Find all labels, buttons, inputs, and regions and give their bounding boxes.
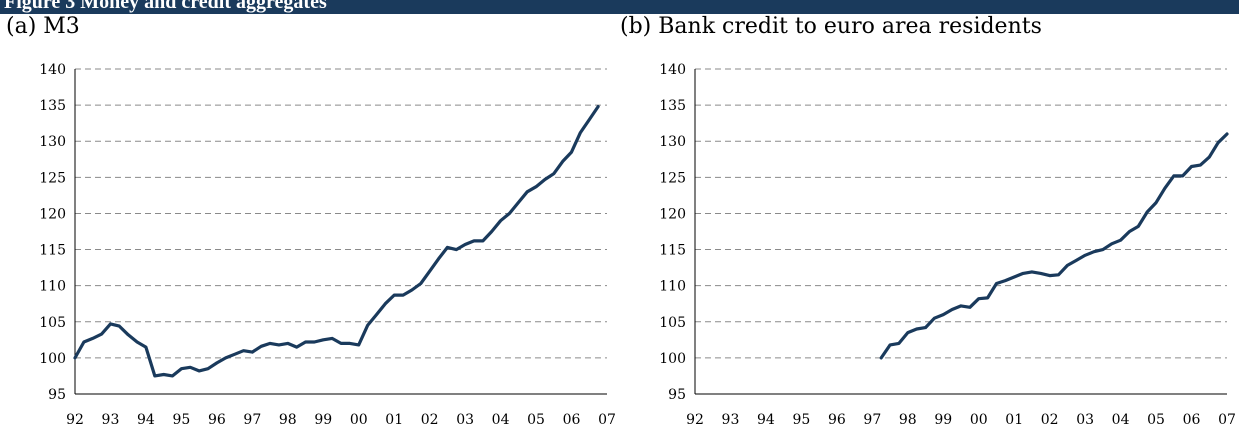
x-tick-label: 95 xyxy=(792,412,810,428)
y-tick-label: 140 xyxy=(39,62,66,78)
x-tick-label: 97 xyxy=(863,412,881,428)
x-tick-label: 93 xyxy=(102,412,120,428)
x-tick-label: 05 xyxy=(527,412,545,428)
x-tick-label: 98 xyxy=(279,412,297,428)
figure-header-label: Figure 3 Money and credit aggregates xyxy=(4,0,327,13)
y-tick-label: 115 xyxy=(39,243,66,259)
x-tick-label: 06 xyxy=(1183,412,1201,428)
y-tick-label: 95 xyxy=(668,387,686,403)
x-tick-label: 03 xyxy=(1076,412,1094,428)
y-tick-label: 120 xyxy=(39,206,66,222)
y-tick-label: 130 xyxy=(659,134,686,150)
x-tick-label: 02 xyxy=(421,412,439,428)
x-tick-label: 01 xyxy=(1005,412,1023,428)
x-tick-label: 00 xyxy=(970,412,988,428)
series-line xyxy=(879,132,1229,360)
x-tick-label: 98 xyxy=(899,412,917,428)
x-tick-label: 03 xyxy=(456,412,474,428)
chart-a-title: (a) M3 xyxy=(6,14,80,39)
x-tick-label: 94 xyxy=(757,412,775,428)
x-tick-label: 99 xyxy=(934,412,952,428)
y-tick-label: 100 xyxy=(659,351,686,367)
y-tick-label: 125 xyxy=(659,170,686,186)
y-tick-label: 140 xyxy=(659,62,686,78)
x-tick-label: 02 xyxy=(1041,412,1059,428)
y-tick-label: 105 xyxy=(659,315,686,331)
x-tick-label: 04 xyxy=(1112,412,1130,428)
chart-b-title: (b) Bank credit to euro area residents xyxy=(620,14,1042,39)
x-tick-label: 07 xyxy=(598,412,615,428)
x-tick-label: 95 xyxy=(172,412,190,428)
y-tick-label: 125 xyxy=(39,170,66,186)
y-tick-label: 130 xyxy=(39,134,66,150)
y-tick-label: 100 xyxy=(39,351,66,367)
chart-a-m3: 95 100 105 110 115 120 125 130 135 140 92 93 94 95 96 9… xyxy=(39,62,615,428)
x-tick-label: 93 xyxy=(722,412,740,428)
y-tick-label: 95 xyxy=(48,387,66,403)
x-tick-label: 05 xyxy=(1147,412,1165,428)
x-tick-label: 94 xyxy=(137,412,155,428)
x-tick-label: 99 xyxy=(314,412,332,428)
y-tick-label: 110 xyxy=(39,279,66,295)
y-tick-label: 110 xyxy=(659,279,686,295)
x-tick-label: 04 xyxy=(492,412,510,428)
x-tick-label: 06 xyxy=(563,412,581,428)
x-tick-label: 00 xyxy=(350,412,368,428)
x-tick-label: 01 xyxy=(385,412,403,428)
x-tick-label: 96 xyxy=(828,412,846,428)
x-tick-label: 97 xyxy=(243,412,261,428)
series-line xyxy=(73,104,600,378)
figure-header-bar: Figure 3 Money and credit aggregates xyxy=(0,0,1239,14)
y-tick-label: 105 xyxy=(39,315,66,331)
x-tick-label: 07 xyxy=(1218,412,1235,428)
x-tick-label: 96 xyxy=(208,412,226,428)
y-tick-label: 115 xyxy=(659,243,686,259)
chart-b-bank-credit: 95 100 105 110 115 120 125 130 135 140 92 93 94 95 96 9… xyxy=(659,62,1235,428)
x-tick-label: 92 xyxy=(686,412,704,428)
y-tick-label: 120 xyxy=(659,206,686,222)
y-tick-label: 135 xyxy=(659,98,686,114)
x-tick-label: 92 xyxy=(66,412,84,428)
y-tick-label: 135 xyxy=(39,98,66,114)
